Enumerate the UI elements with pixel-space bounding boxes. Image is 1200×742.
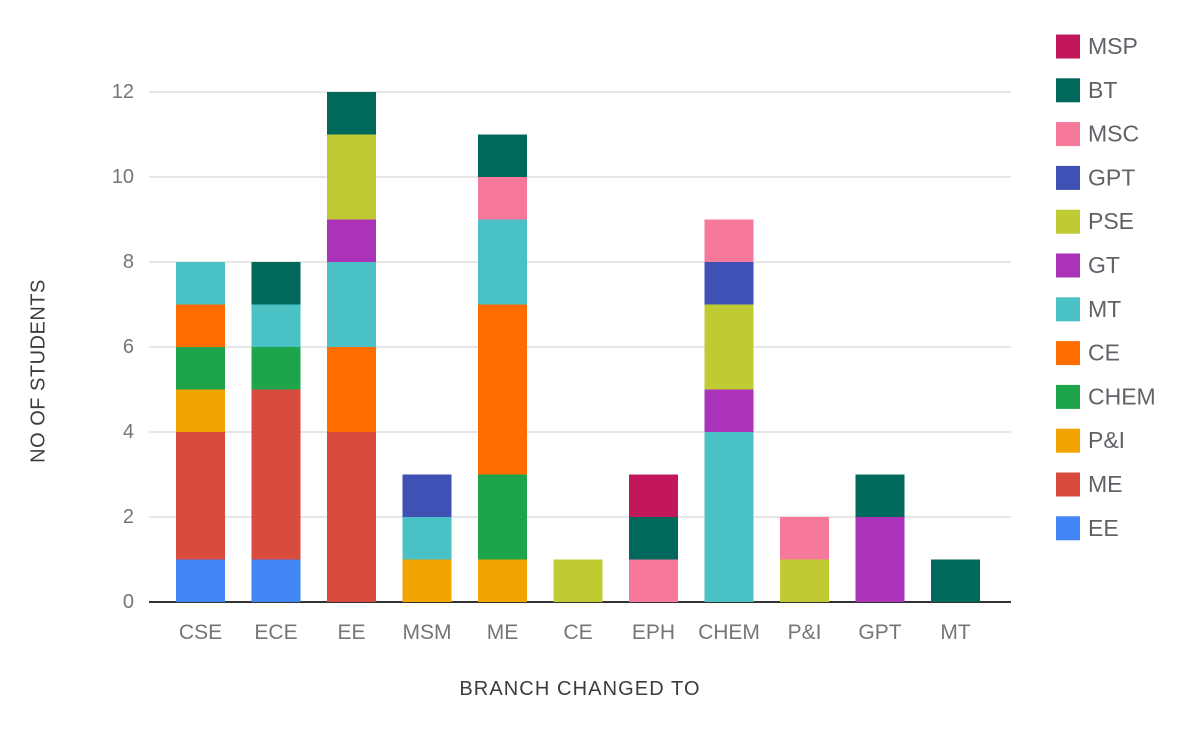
svg-text:CE: CE — [1088, 340, 1120, 366]
svg-text:CHEM: CHEM — [1088, 383, 1156, 409]
svg-text:MSP: MSP — [1088, 33, 1138, 59]
svg-text:ECE: ECE — [254, 621, 297, 644]
svg-text:P&I: P&I — [1088, 427, 1125, 453]
svg-text:EE: EE — [337, 621, 365, 644]
svg-text:4: 4 — [123, 421, 134, 443]
svg-text:0: 0 — [123, 591, 134, 613]
svg-text:10: 10 — [112, 166, 134, 188]
svg-text:6: 6 — [123, 336, 134, 358]
svg-text:MSM: MSM — [403, 621, 452, 644]
svg-text:CE: CE — [563, 621, 592, 644]
svg-text:ME: ME — [1088, 471, 1123, 497]
svg-text:ME: ME — [487, 621, 519, 644]
svg-text:2: 2 — [123, 506, 134, 528]
svg-text:MSC: MSC — [1088, 121, 1139, 147]
svg-text:8: 8 — [123, 251, 134, 273]
svg-text:12: 12 — [112, 81, 134, 103]
svg-text:P&I: P&I — [788, 621, 822, 644]
svg-text:MT: MT — [940, 621, 970, 644]
svg-text:GPT: GPT — [858, 621, 901, 644]
svg-text:EPH: EPH — [632, 621, 675, 644]
svg-text:EE: EE — [1088, 515, 1119, 541]
svg-text:GPT: GPT — [1088, 164, 1135, 190]
svg-text:MT: MT — [1088, 296, 1121, 322]
svg-text:PSE: PSE — [1088, 208, 1134, 234]
svg-text:BT: BT — [1088, 77, 1117, 103]
svg-text:CHEM: CHEM — [698, 621, 760, 644]
svg-text:GT: GT — [1088, 252, 1120, 278]
svg-text:CSE: CSE — [179, 621, 222, 644]
